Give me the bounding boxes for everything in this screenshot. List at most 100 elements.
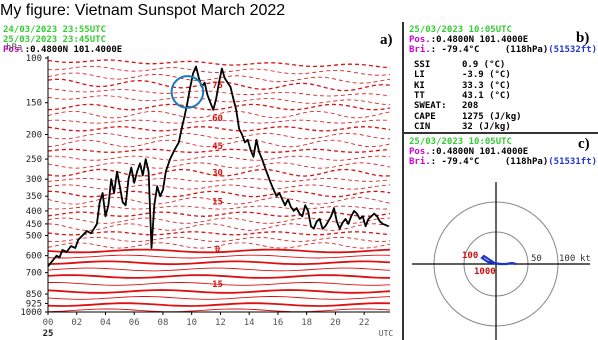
stability-index-name: SSI	[414, 60, 431, 70]
y-tick-label: 600	[26, 252, 42, 262]
isotherm-dashed-line	[47, 190, 391, 198]
time-height-panel: 24/03/2023 23:55UTC 25/03/2023 23:45UTC …	[0, 22, 402, 340]
stability-index-value: 208	[462, 101, 479, 112]
isotherm-solid-line	[47, 260, 391, 266]
horizontal-separator	[404, 132, 598, 134]
isotherm-dashed-line	[47, 126, 391, 132]
x-tick-label: 22	[359, 318, 370, 328]
hodograph-level-bottom: 1000	[474, 267, 496, 277]
stability-index-value: 43.1 (°C)	[462, 90, 511, 101]
isotherm-solid-line	[47, 267, 391, 272]
isotherm-dashed-line	[47, 177, 391, 182]
isotherm-dashed-line	[47, 95, 391, 106]
panel-b-pos-label: Pos.	[409, 35, 431, 45]
isotherm-dashed-line	[47, 162, 391, 169]
y-tick-label: 925	[26, 299, 42, 309]
isotherm-solid-line	[47, 248, 391, 254]
hodograph-chart: 50 100 kt 100 1000	[412, 182, 591, 340]
panel-b-letter: b)	[576, 30, 590, 46]
panel-b-time: 25/03/2023 10:05UTC	[409, 25, 512, 35]
stability-index-value: -3.9 (°C)	[462, 70, 511, 81]
x-tick-label: 14	[244, 318, 255, 328]
stability-index-row: CIN 32 (J/kg)	[414, 122, 511, 132]
isotherm-dashed-line	[47, 119, 391, 124]
isotherm-solid-line	[47, 296, 391, 300]
highlight-ellipse	[170, 75, 205, 109]
isotherm-label: 30	[212, 168, 223, 178]
isotherm-solid-line	[47, 274, 391, 279]
x-tick-label: 18	[301, 318, 312, 328]
isotherm-dashed-line	[47, 197, 391, 205]
isotherm-dashed-line	[47, 184, 391, 190]
isotherm-label: 15	[212, 198, 223, 208]
y-tick-label: 500	[26, 232, 42, 242]
isotherm-dashed-line	[47, 236, 391, 242]
y-tick-label: 1000	[20, 308, 42, 318]
hodograph-unit: kt	[580, 254, 591, 264]
panel-b-bri-label: Bri.	[409, 45, 431, 55]
stability-index-name: SWEAT:	[414, 101, 447, 112]
isotherm-dashed-line	[47, 59, 391, 69]
figure-caption: My figure: Vietnam Sunspot March 2022	[0, 0, 598, 22]
isotherm-dashed-line	[47, 242, 391, 249]
isotherm-label: 45	[212, 142, 223, 152]
panel-b-bri-value: : -79.4°C	[430, 45, 480, 55]
stability-indices-panel: 25/03/2023 10:05UTC Pos.:0.4800N 101.400…	[404, 22, 598, 132]
panel-c-time: 25/03/2023 10:05UTC	[409, 137, 512, 147]
panel-c-pos-label: Pos.	[409, 147, 431, 157]
stability-index-row: CAPE 1275 (J/kg)	[414, 112, 522, 122]
x-tick-label: 02	[71, 318, 82, 328]
y-tick-label: 200	[26, 130, 42, 140]
stability-index-row: KI 33.3 (°C)	[414, 81, 511, 91]
x-tick-label: 10	[186, 318, 197, 328]
isotherm-label: 0	[215, 245, 220, 255]
panel-a-letter: a)	[380, 32, 393, 48]
panel-c-bri-label: Bri.	[409, 157, 431, 167]
stability-index-value: 33.3 (°C)	[462, 80, 511, 91]
panel-c-bri-pressure: (118hPa)	[504, 157, 549, 167]
panel-a-pos-label: Pos.	[3, 45, 25, 55]
y-tick-label: 300	[26, 175, 42, 185]
isotherm-dashed-line	[47, 103, 391, 111]
hodograph-trace	[480, 254, 517, 266]
stability-index-name: CAPE	[414, 111, 436, 122]
profile-line	[47, 65, 389, 267]
isotherm-dashed-line	[47, 168, 391, 177]
hodograph-panel: 25/03/2023 10:05UTC Pos.:0.4800N 101.400…	[404, 134, 598, 340]
vertical-separator	[402, 22, 404, 340]
panel-c-bri-height: (51531ft)	[548, 157, 598, 167]
x-tick-label: 04	[100, 318, 111, 328]
stability-index-row: SWEAT: 208	[414, 101, 478, 111]
panel-c-pos-value: :0.4800N 101.4000E	[430, 147, 529, 157]
stability-index-row: TT 43.1 (°C)	[414, 91, 511, 101]
stability-index-name: KI	[414, 80, 425, 91]
y-tick-label: 250	[26, 155, 42, 165]
isotherm-solid-line	[48, 282, 391, 286]
isotherm-dashed-line	[47, 148, 391, 153]
isotherm-dashed-line	[47, 132, 391, 140]
stability-index-value: 32 (J/kg)	[462, 121, 511, 132]
y-tick-label: 350	[26, 192, 42, 202]
y-tick-label: 150	[26, 99, 42, 109]
stability-index-value: 0.9 (°C)	[462, 60, 506, 70]
isotherm-solid-line	[47, 289, 391, 294]
panel-b-bri-pressure: (118hPa)	[504, 45, 549, 55]
plot-area	[48, 58, 390, 312]
isotherm-dashed-line	[47, 223, 391, 231]
stability-index-name: CIN	[414, 121, 431, 132]
x-tick-label: 12	[215, 318, 226, 328]
stability-index-name: TT	[414, 90, 425, 101]
y-tick-label: 100	[26, 54, 42, 64]
panel-a-start-time: 24/03/2023 23:55UTC	[3, 25, 106, 35]
hodograph-ring-label-100: 100	[559, 254, 575, 264]
y-tick-label: 700	[26, 269, 42, 279]
isotherm-solid-line	[47, 254, 391, 259]
panel-a-pos-value: :0.4800N 101.4000E	[24, 45, 123, 55]
x-tick-label: 00	[43, 318, 54, 328]
x-axis-unit: UTC	[379, 329, 394, 338]
isotherm-label: 15	[212, 280, 223, 290]
panel-a-end-time: 25/03/2023 23:45UTC	[3, 35, 106, 45]
hodograph-ring-label-50: 50	[531, 254, 542, 264]
hodograph-level-top: 100	[462, 251, 478, 261]
